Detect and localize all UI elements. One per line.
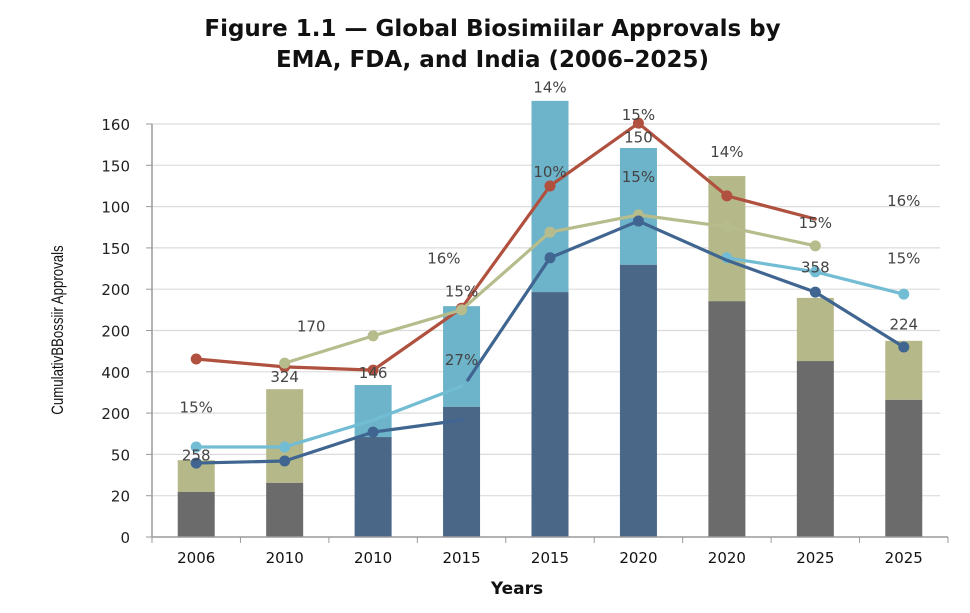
x-tick-label: 2025 <box>796 549 834 567</box>
navy-line-marker <box>898 341 910 353</box>
red-line-marker <box>721 190 733 202</box>
x-tick-label: 2015 <box>531 549 569 567</box>
x-tick-label: 2010 <box>354 549 392 567</box>
y-tick-label: 150 <box>101 157 130 175</box>
y-axis-label: CumulativBBossiir Approvals <box>49 245 68 415</box>
data-label: 14% <box>533 79 566 97</box>
bar-bottom-segment <box>266 482 304 537</box>
y-tick-label: 0 <box>120 529 130 547</box>
y-tick-label: 100 <box>101 199 130 217</box>
data-label: 15% <box>799 214 832 232</box>
chart-title-line2: EMA, FDA, and India (2006–2025) <box>275 47 710 73</box>
navy-line-marker <box>367 426 379 438</box>
bar-bottom-segment <box>531 292 569 537</box>
olive-line-marker <box>544 226 556 238</box>
bar-bottom-segment <box>354 437 392 537</box>
chart-title: Figure 1.1 — Global Biosimiilar Approval… <box>0 14 970 76</box>
red-line <box>194 121 817 372</box>
x-tick-label: 2020 <box>619 549 657 567</box>
data-label: 150 <box>624 129 653 147</box>
data-label: 15% <box>180 398 213 416</box>
data-label: 15% <box>445 283 478 301</box>
navy-line <box>466 219 906 382</box>
bar-bottom-segment <box>619 264 657 537</box>
line-group <box>190 117 910 469</box>
olive-line-marker <box>367 330 379 342</box>
lightblue-line-marker <box>190 441 202 453</box>
data-labels: 258 15% 324 146 170 16% 15% 27% 14% 10% 15% 150 15% 1… <box>180 79 921 465</box>
y-tick-label: 200 <box>101 405 130 423</box>
x-tick-label: 2015 <box>442 549 480 567</box>
olive-line-marker <box>279 357 291 369</box>
x-tick-label: 2025 <box>885 549 923 567</box>
x-tick-label: 2006 <box>177 549 215 567</box>
y-tick-label: 400 <box>101 364 130 382</box>
bar-bottom-segment <box>177 491 215 537</box>
x-tick-label: 2010 <box>266 549 304 567</box>
bar-top-segment <box>531 100 569 293</box>
lightblue-line-marker <box>279 441 291 453</box>
red-line-marker <box>632 117 644 129</box>
bar-bottom-segment <box>796 361 834 537</box>
olive-line-marker <box>456 304 468 316</box>
red-line-marker <box>544 180 556 192</box>
navy-line <box>194 418 464 465</box>
lightblue-line-marker <box>809 266 821 278</box>
navy-line-marker <box>279 455 291 467</box>
red-line-marker <box>367 364 379 376</box>
data-label: 224 <box>889 316 918 334</box>
data-label: 14% <box>710 143 743 161</box>
y-tick-label: 50 <box>111 446 130 464</box>
data-label: 15% <box>622 106 655 124</box>
bar-bottom-segment <box>443 406 481 537</box>
chart-title-line1: Figure 1.1 — Global Biosimiilar Approval… <box>204 16 781 42</box>
data-label: 16% <box>427 250 460 268</box>
bar-bottom-segment <box>708 301 746 537</box>
data-label: 324 <box>270 368 299 386</box>
red-line-marker <box>190 353 202 365</box>
x-tick-label: 2020 <box>708 549 746 567</box>
navy-line-marker <box>632 215 644 227</box>
navy-line-marker <box>190 457 202 469</box>
bar-top-segment <box>266 389 304 483</box>
x-axis-label: Years <box>490 579 543 599</box>
olive-line-marker <box>721 221 733 233</box>
data-label: 258 <box>182 447 211 465</box>
y-tick-label: 200 <box>101 323 130 341</box>
bar-group <box>177 100 923 537</box>
y-tick-label: 160 <box>101 116 130 134</box>
olive-line-marker <box>809 240 821 252</box>
navy-line-marker <box>809 286 821 298</box>
data-label: 27% <box>445 351 478 369</box>
data-label: 15% <box>622 168 655 186</box>
lightblue-line-marker <box>898 288 910 300</box>
data-label: 16% <box>887 192 920 210</box>
data-label: 358 <box>801 259 830 277</box>
data-label: 15% <box>887 250 920 268</box>
bar-top-segment <box>619 147 657 265</box>
y-tick-label: 200 <box>101 281 130 299</box>
data-label: 10% <box>533 163 566 181</box>
data-label: 146 <box>359 364 388 382</box>
navy-line-marker <box>544 252 556 264</box>
bar-bottom-segment <box>885 399 923 537</box>
y-tick-label: 20 <box>111 488 130 506</box>
lightblue-line <box>194 384 464 449</box>
data-label: 170 <box>297 317 326 335</box>
axes: 0 20 50 200 400 200 200 150 100 150 160 2006 2010 201… <box>101 116 949 567</box>
y-tick-label: 150 <box>101 240 130 258</box>
bar-top-segment <box>796 297 834 362</box>
